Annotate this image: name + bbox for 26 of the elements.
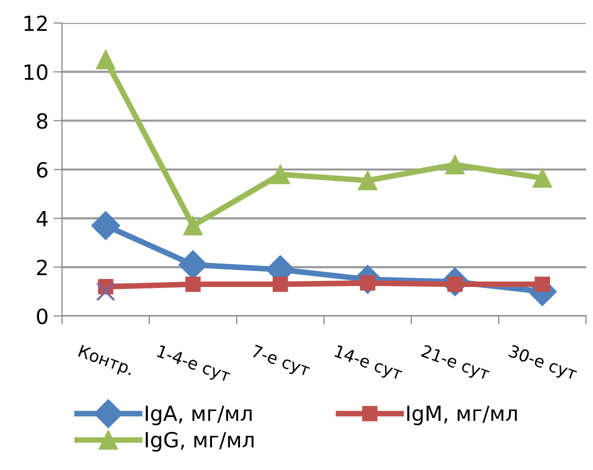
x-tick-label: 30-е сут	[507, 344, 578, 384]
legend-label: IgA, мг/мл	[146, 406, 252, 426]
point	[270, 164, 290, 184]
x-tick-label: 14-е сут	[333, 344, 404, 384]
legend-label: IgM, мг/мл	[407, 406, 517, 426]
y-tick-label: 12	[24, 15, 47, 31]
x-tick-label: 7-е сут	[250, 344, 312, 380]
point	[91, 211, 120, 240]
point	[96, 50, 116, 70]
point	[185, 276, 201, 292]
y-tick-label: 6	[37, 162, 48, 178]
point	[532, 168, 552, 188]
y-tick-label: 10	[24, 64, 48, 80]
y-tick-label: 4	[36, 211, 48, 226]
y-tick-label: 8	[36, 113, 48, 129]
point	[183, 216, 203, 236]
y-tick-label: 2	[37, 260, 47, 276]
point	[96, 282, 116, 302]
point	[272, 276, 288, 292]
x-tick-label: 21-е сут	[420, 344, 491, 384]
point	[445, 154, 465, 174]
x-tick-label: 1-4-е сут	[156, 344, 232, 386]
point	[534, 276, 550, 292]
point	[358, 170, 378, 190]
y-tick-label: 0	[36, 308, 48, 324]
legend-label: IgG, мг/мл	[146, 432, 254, 452]
